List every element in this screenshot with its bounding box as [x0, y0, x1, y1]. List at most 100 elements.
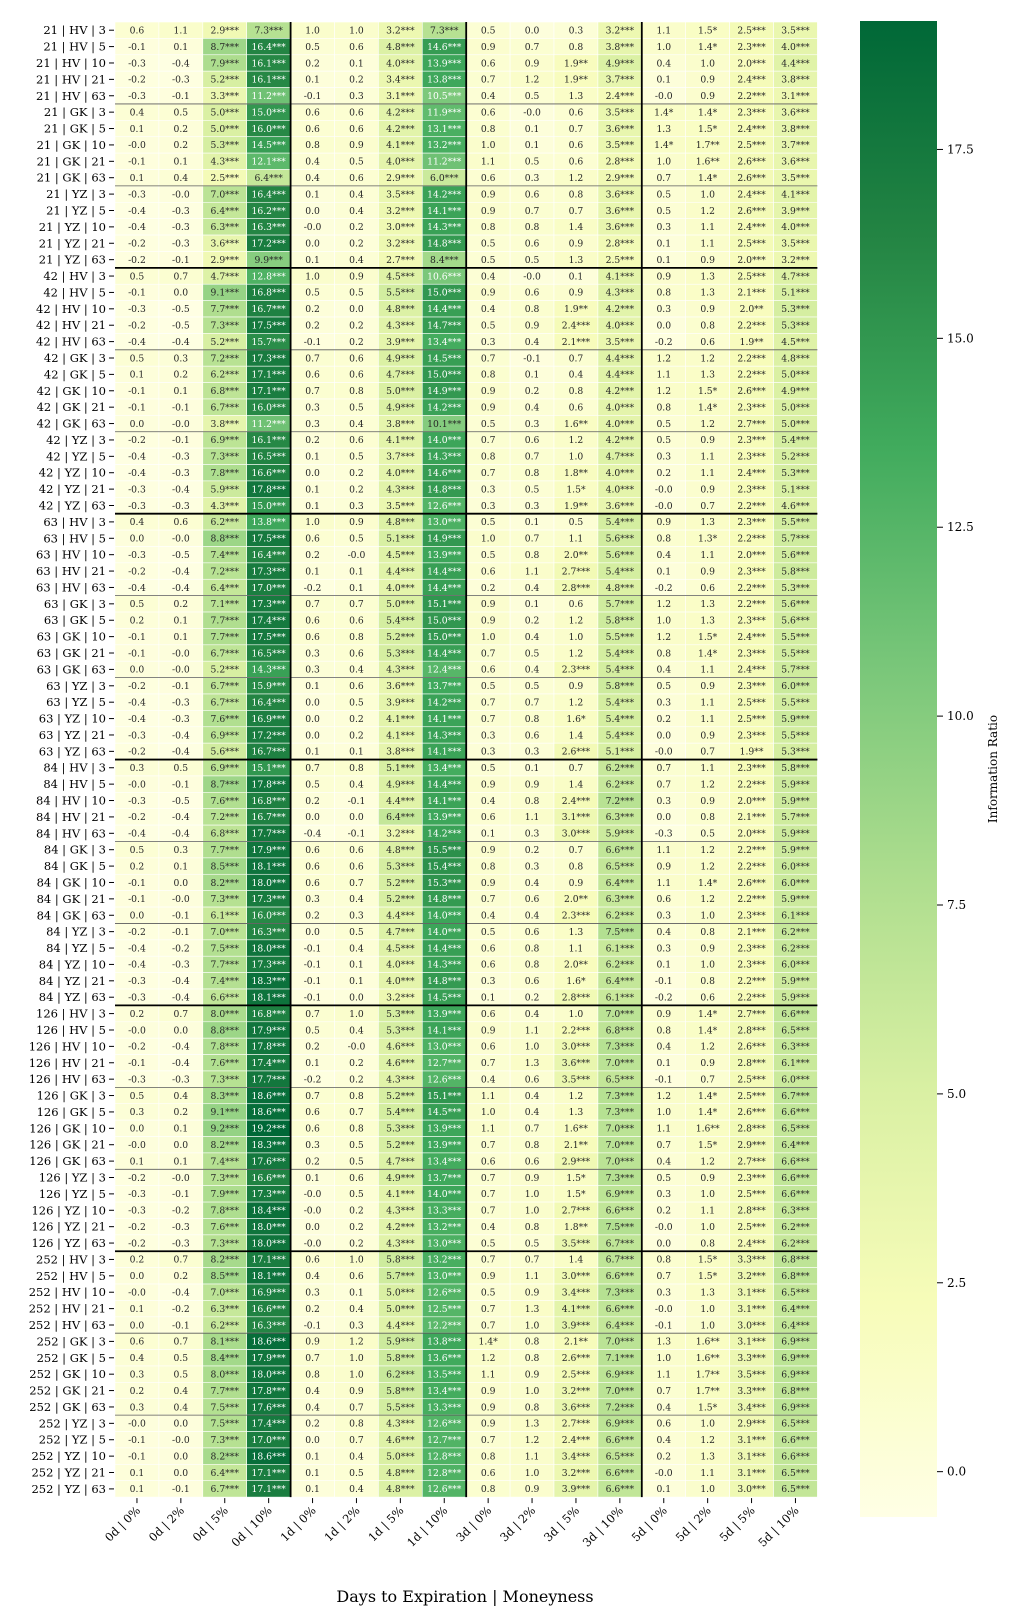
cell-value-label: 0.8: [656, 288, 671, 299]
cell-value-label: -0.2: [128, 681, 146, 692]
cell-value-label: 0.6: [349, 173, 364, 184]
cell-value-label: 0.5: [349, 927, 364, 938]
cell-value-label: 0.4: [656, 1435, 671, 1446]
cell-value-label: 14.2***: [427, 189, 462, 200]
cell-value-label: 7.5***: [211, 943, 240, 954]
cell-value-label: 0.3: [656, 1189, 671, 1200]
cell-value-label: 0.5: [130, 1091, 145, 1102]
cell-value-label: -0.0: [172, 894, 190, 905]
cell-value-label: 2.4***: [737, 632, 766, 643]
cell-value-label: 3.2***: [562, 1386, 591, 1397]
cell-value-label: 1.3: [700, 517, 715, 528]
cell-value-label: 12.7***: [427, 1435, 462, 1446]
cell-value-label: 0.6: [525, 1074, 540, 1085]
cell-value-label: 6.7***: [606, 1255, 635, 1266]
cell-value-label: 2.1**: [564, 1140, 588, 1151]
cell-value-label: 0.1: [130, 1304, 145, 1315]
cell-value-label: 6.4***: [606, 878, 635, 889]
cell-value-label: 4.3***: [386, 665, 415, 676]
cell-value-label: 16.3***: [252, 222, 287, 233]
cell-value-label: 0.3: [305, 419, 320, 430]
column-label: 0d | 0%: [102, 1503, 144, 1545]
cell-value-label: -0.2: [128, 239, 146, 250]
row-label: 84 | GK | 63: [37, 908, 106, 923]
cell-value-label: 17.9***: [252, 1025, 287, 1036]
cell-value-label: 6.5***: [781, 1288, 810, 1299]
cell-value-label: -0.4: [172, 747, 190, 758]
cell-value-label: 8.2***: [211, 1140, 240, 1151]
cell-value-label: -0.3: [172, 1074, 190, 1085]
cell-value-label: -0.4: [128, 468, 146, 479]
cell-value-label: 1.1: [700, 665, 715, 676]
cell-value-label: -0.3: [128, 550, 146, 561]
cell-value-label: 0.5: [481, 1238, 496, 1249]
cell-value-label: -0.2: [172, 943, 190, 954]
cell-value-label: 0.5: [349, 402, 364, 413]
row-label: 84 | YZ | 21: [39, 974, 106, 989]
cell-value-label: 0.8: [481, 124, 496, 135]
cell-value-label: 0.0: [349, 812, 364, 823]
cell-value-label: 12.6***: [427, 1484, 462, 1495]
cell-value-label: 0.4: [174, 1091, 189, 1102]
cell-value-label: 18.0***: [252, 878, 287, 889]
cell-value-label: 4.8***: [386, 1484, 415, 1495]
cell-value-label: 0.4: [130, 107, 145, 118]
cell-value-label: 7.6***: [211, 796, 240, 807]
row-label: 252 | HV | 3: [36, 1252, 106, 1267]
cell-value-label: 0.5: [349, 452, 364, 463]
row-label: 84 | YZ | 3: [46, 925, 106, 940]
cell-value-label: 0.1: [525, 599, 540, 610]
cell-value-label: 0.7: [349, 1107, 364, 1118]
row-label: 126 | YZ | 5: [39, 1187, 106, 1202]
cell-value-label: 0.9: [525, 1484, 540, 1495]
cell-value-label: -0.0: [128, 1140, 146, 1151]
cell-value-label: 1.5*: [566, 1189, 586, 1200]
cell-value-label: 4.1***: [562, 1304, 591, 1315]
cell-value-label: 6.2***: [606, 911, 635, 922]
cell-value-label: 6.4***: [781, 1304, 810, 1315]
cell-value-label: 0.6: [525, 730, 540, 741]
cell-value-label: 0.9: [481, 599, 496, 610]
cell-value-label: 2.1**: [564, 1337, 588, 1348]
cell-value-label: 7.0***: [606, 1058, 635, 1069]
cell-value-label: 0.5: [130, 353, 145, 364]
cell-value-label: 0.8: [305, 1369, 320, 1380]
cell-value-label: 7.0***: [211, 927, 240, 938]
cell-value-label: 2.0***: [737, 829, 766, 840]
cell-value-label: 0.8: [305, 140, 320, 151]
cell-value-label: 0.8: [525, 960, 540, 971]
cell-value-label: 0.8: [700, 976, 715, 987]
cell-value-label: 0.3: [305, 1140, 320, 1151]
cell-value-label: -0.2: [128, 1042, 146, 1053]
cell-value-label: 0.9: [656, 1009, 671, 1020]
cell-value-label: 0.2: [349, 1074, 364, 1085]
cell-value-label: -0.1: [128, 632, 146, 643]
cell-value-label: 0.0: [525, 25, 540, 36]
cell-value-label: 8.1***: [211, 1337, 240, 1348]
row-label: 252 | HV | 21: [29, 1302, 106, 1317]
cell-value-label: 6.9***: [211, 763, 240, 774]
cell-value-label: 6.6***: [781, 1107, 810, 1118]
cell-value-label: 17.1***: [252, 1255, 287, 1266]
cell-value-label: 4.0***: [386, 468, 415, 479]
cell-value-label: 6.2***: [211, 370, 240, 381]
cell-value-label: 0.0: [174, 1451, 189, 1462]
cell-value-label: 4.0***: [386, 960, 415, 971]
cell-value-label: 0.7: [349, 599, 364, 610]
cell-value-label: 0.2: [349, 730, 364, 741]
cell-value-label: 6.5***: [606, 861, 635, 872]
cell-value-label: 6.1***: [606, 943, 635, 954]
cell-value-label: 0.1: [130, 1156, 145, 1167]
cell-value-label: 0.4: [349, 665, 364, 676]
cell-value-label: 0.5: [481, 239, 496, 250]
cell-value-label: 0.5: [130, 599, 145, 610]
cell-value-label: 8.8***: [211, 1025, 240, 1036]
cell-value-label: 6.6***: [606, 1435, 635, 1446]
cell-value-label: 5.3***: [386, 648, 415, 659]
cell-value-label: 0.0: [305, 812, 320, 823]
row-label: 63 | GK | 63: [37, 662, 106, 677]
cell-value-label: 0.6: [481, 107, 496, 118]
cell-value-label: 0.0: [130, 534, 145, 545]
cell-value-label: 3.2***: [606, 25, 635, 36]
